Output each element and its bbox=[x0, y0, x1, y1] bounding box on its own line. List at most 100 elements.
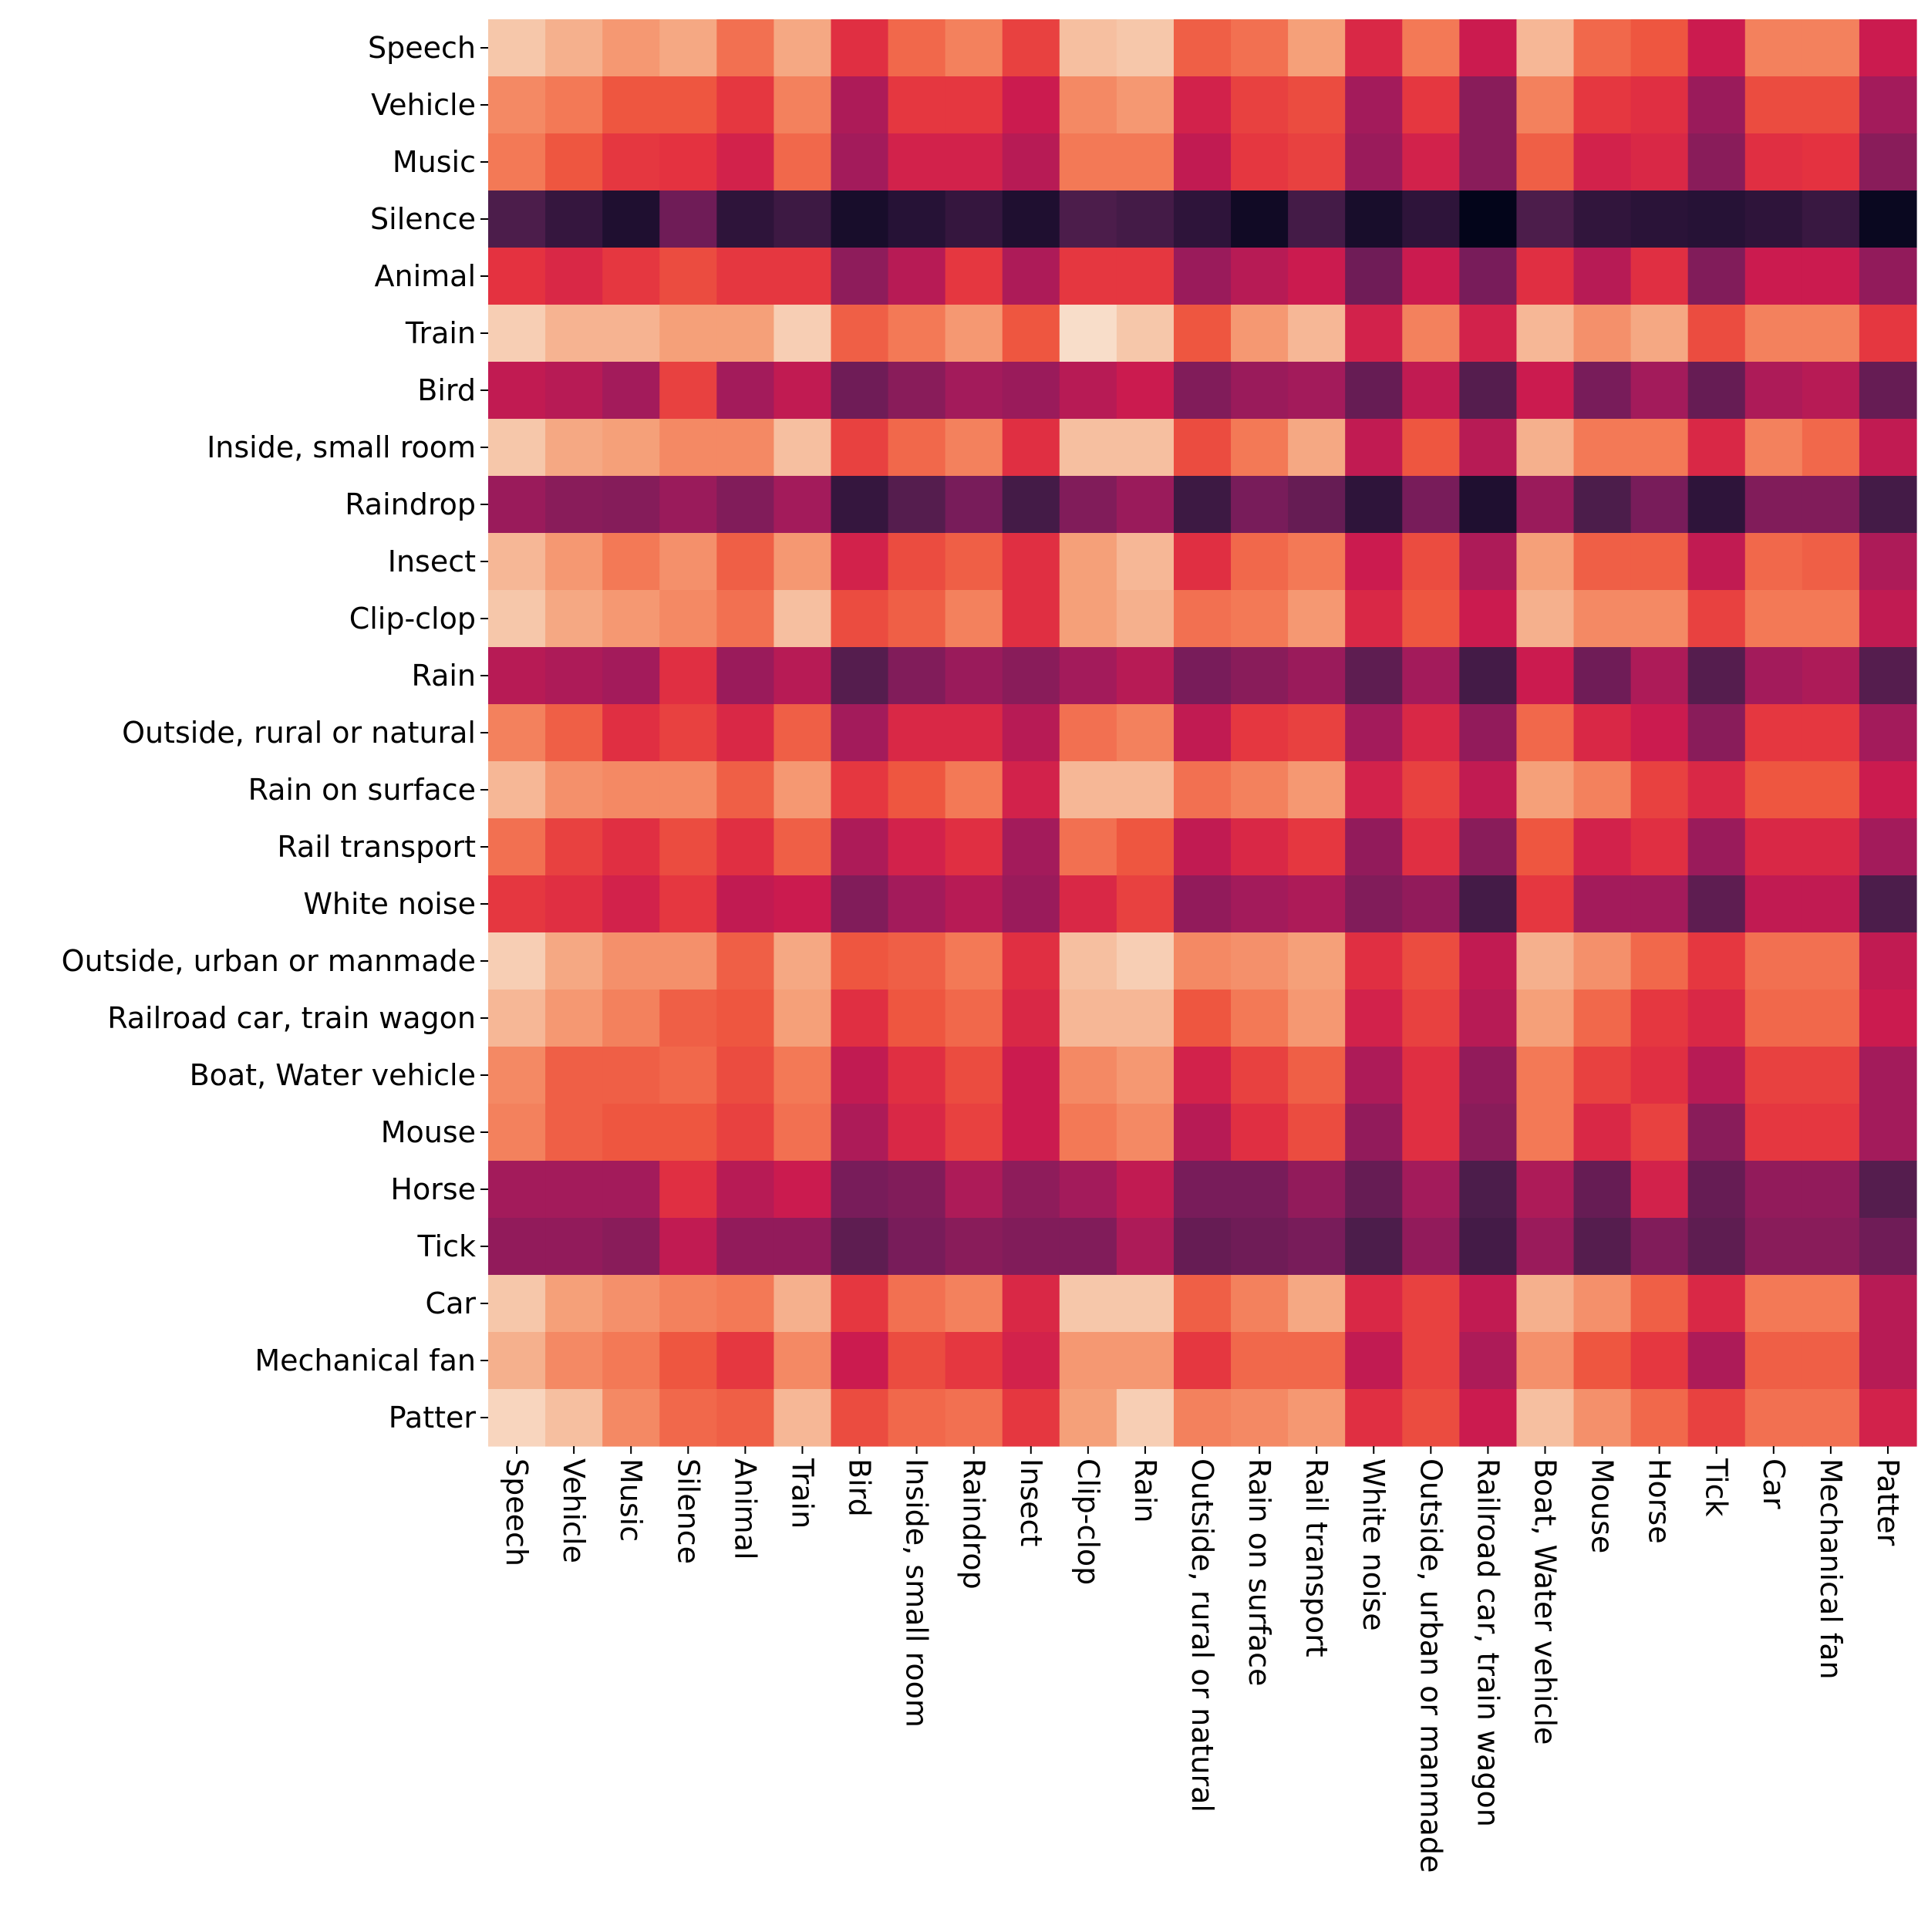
heatmap-cell bbox=[1059, 533, 1117, 591]
heatmap-cell bbox=[1516, 76, 1575, 134]
heatmap-cell bbox=[1345, 248, 1403, 305]
heatmap-cell bbox=[545, 533, 603, 591]
heatmap-cell bbox=[1630, 761, 1689, 819]
heatmap-cell bbox=[1459, 1104, 1518, 1162]
heatmap-cell bbox=[1059, 191, 1117, 248]
heatmap-cell bbox=[1630, 990, 1689, 1047]
heatmap-cell bbox=[831, 1275, 889, 1333]
heatmap-cell bbox=[1687, 818, 1746, 876]
column-label: White noise bbox=[1357, 1458, 1390, 1631]
heatmap-cell bbox=[1744, 476, 1803, 534]
column-label: Train bbox=[785, 1458, 819, 1529]
heatmap-cell bbox=[1573, 133, 1632, 191]
heatmap-cell bbox=[1744, 932, 1803, 990]
heatmap-cell bbox=[1288, 1161, 1346, 1219]
heatmap-cell bbox=[1859, 191, 1917, 248]
heatmap-cell bbox=[602, 76, 660, 134]
heatmap-cell bbox=[488, 875, 546, 933]
heatmap-cell bbox=[1231, 818, 1289, 876]
heatmap-cell bbox=[1630, 248, 1689, 305]
heatmap-cell bbox=[1630, 1332, 1689, 1390]
heatmap-cell bbox=[545, 362, 603, 420]
heatmap-cell bbox=[1687, 1161, 1746, 1219]
heatmap-cell bbox=[1630, 590, 1689, 648]
heatmap-cell bbox=[1002, 191, 1060, 248]
heatmap-cell bbox=[774, 990, 832, 1047]
heatmap-cell bbox=[716, 932, 774, 990]
heatmap-cell bbox=[1859, 19, 1917, 77]
heatmap-cell bbox=[1573, 305, 1632, 362]
heatmap-cell bbox=[1573, 533, 1632, 591]
heatmap-cell bbox=[1288, 704, 1346, 762]
heatmap-cell bbox=[1859, 1332, 1917, 1390]
heatmap-cell bbox=[1859, 990, 1917, 1047]
row-label: Rain on surface bbox=[248, 773, 476, 807]
heatmap-cell bbox=[1288, 133, 1346, 191]
heatmap-cell bbox=[545, 1218, 603, 1276]
heatmap-cell bbox=[1116, 1218, 1175, 1276]
heatmap-cell bbox=[1002, 1275, 1060, 1333]
heatmap-cell bbox=[1744, 419, 1803, 477]
heatmap-cell bbox=[1630, 305, 1689, 362]
heatmap-cell bbox=[1687, 476, 1746, 534]
heatmap-cell bbox=[1345, 1275, 1403, 1333]
heatmap-cell bbox=[1402, 248, 1460, 305]
heatmap-cell bbox=[1459, 362, 1518, 420]
heatmap-cell bbox=[1002, 305, 1060, 362]
heatmap-cell bbox=[1002, 990, 1060, 1047]
heatmap-cell bbox=[716, 1389, 774, 1447]
heatmap-cell bbox=[659, 19, 717, 77]
column-label: Boat, Water vehicle bbox=[1528, 1458, 1562, 1745]
heatmap-cell bbox=[774, 704, 832, 762]
heatmap-cell bbox=[1288, 1104, 1346, 1162]
heatmap-cell bbox=[659, 1104, 717, 1162]
heatmap-cell bbox=[1116, 19, 1175, 77]
heatmap-cell bbox=[945, 990, 1003, 1047]
heatmap-cell bbox=[1002, 704, 1060, 762]
heatmap-cell bbox=[1802, 1047, 1860, 1104]
heatmap-cell bbox=[1630, 76, 1689, 134]
heatmap-cell bbox=[1345, 191, 1403, 248]
heatmap-cell bbox=[1402, 1389, 1460, 1447]
heatmap-cell bbox=[1345, 533, 1403, 591]
heatmap-cell bbox=[1573, 818, 1632, 876]
heatmap-cell bbox=[1002, 19, 1060, 77]
heatmap-cell bbox=[774, 362, 832, 420]
heatmap-cell bbox=[1116, 248, 1175, 305]
heatmap-cell bbox=[945, 248, 1003, 305]
heatmap-cell bbox=[945, 818, 1003, 876]
heatmap-cell bbox=[1630, 533, 1689, 591]
heatmap-cell bbox=[1744, 1389, 1803, 1447]
heatmap-cell bbox=[1859, 305, 1917, 362]
heatmap-cell bbox=[1687, 704, 1746, 762]
heatmap-cell bbox=[1345, 590, 1403, 648]
heatmap-cell bbox=[831, 1218, 889, 1276]
heatmap-cell bbox=[1116, 761, 1175, 819]
heatmap-cell bbox=[1002, 818, 1060, 876]
row-label: Inside, small room bbox=[207, 430, 476, 464]
heatmap-cell bbox=[545, 1332, 603, 1390]
heatmap-cell bbox=[1630, 362, 1689, 420]
heatmap-cell bbox=[1744, 1332, 1803, 1390]
heatmap-cell bbox=[488, 533, 546, 591]
heatmap-cell bbox=[716, 1161, 774, 1219]
heatmap-cell bbox=[1630, 191, 1689, 248]
heatmap-cell bbox=[1173, 191, 1232, 248]
heatmap-cell bbox=[774, 1389, 832, 1447]
heatmap-cell bbox=[1402, 76, 1460, 134]
heatmap-cell bbox=[945, 533, 1003, 591]
heatmap-cell bbox=[1231, 76, 1289, 134]
heatmap-cell bbox=[1059, 1047, 1117, 1104]
heatmap-cell bbox=[1002, 875, 1060, 933]
heatmap-cell bbox=[945, 476, 1003, 534]
heatmap-cell bbox=[1288, 818, 1346, 876]
heatmap-cell bbox=[602, 362, 660, 420]
heatmap-cell bbox=[1459, 19, 1518, 77]
column-label: Silence bbox=[671, 1458, 705, 1564]
row-label: Animal bbox=[375, 259, 477, 293]
heatmap-cell bbox=[1630, 1218, 1689, 1276]
heatmap-cell bbox=[831, 932, 889, 990]
heatmap-cell bbox=[488, 362, 546, 420]
heatmap-cell bbox=[1459, 590, 1518, 648]
heatmap-cell bbox=[1002, 476, 1060, 534]
